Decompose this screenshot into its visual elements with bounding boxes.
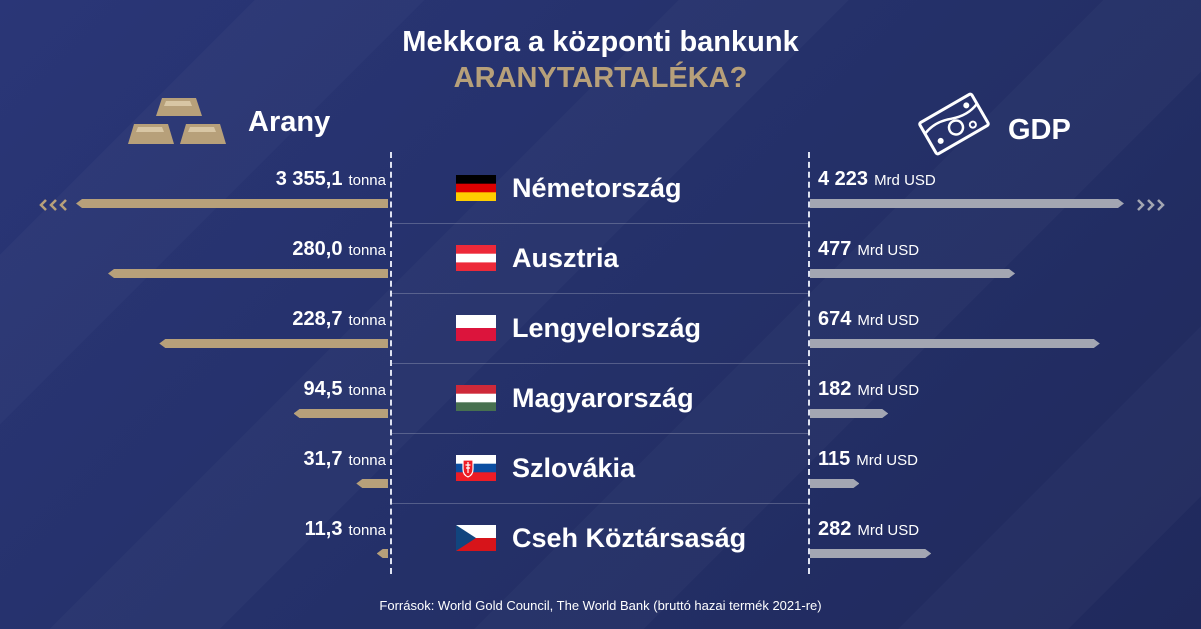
gdp-bar [810,409,888,418]
gdp-value-label: 674 Mrd USD [818,308,919,331]
gold-bar [108,269,388,278]
gold-unit: tonna [348,522,386,539]
gold-value: 94,5 [303,378,343,400]
poland-flag-icon [456,315,496,341]
gdp-unit: Mrd USD [857,242,920,259]
gdp-unit: Mrd USD [874,172,936,189]
country-name: Szlovákia [512,452,636,483]
gdp-value-label: 282 Mrd USD [818,518,919,541]
czech-flag-icon [456,525,496,551]
country-name: Németország [512,172,682,203]
left-divider [390,152,392,574]
gdp-value: 282 [818,518,852,540]
gold-bars-icon [128,98,226,144]
gold-value-label: 94,5 tonna [86,378,386,401]
gdp-bar [810,479,859,488]
right-header: GDP [1008,114,1071,146]
austria-flag-icon [456,245,496,271]
title-line-2: ARANYTARTALÉKA? [453,62,748,94]
gdp-value: 4 223 [818,168,869,190]
gdp-unit: Mrd USD [857,382,920,399]
gold-unit: tonna [348,312,386,329]
country-name: Magyarország [512,382,694,413]
gdp-bar [810,339,1100,348]
gdp-bar [810,199,1124,208]
overflow-arrows-right-icon [1137,199,1165,211]
country-name: Cseh Köztársaság [512,522,747,553]
gdp-value: 674 [818,308,852,330]
gold-unit: tonna [348,452,386,469]
country-label: Cseh Köztársaság [456,523,746,553]
left-header: Arany [248,106,331,138]
germany-flag-icon [456,175,496,202]
banknote-icon [918,92,990,156]
row-separator [392,433,808,434]
country-label: Szlovákia [456,453,635,483]
gold-bar [76,199,388,208]
gdp-unit: Mrd USD [857,312,920,329]
gold-unit: tonna [348,242,386,259]
source-note: Források: World Gold Council, The World … [379,598,822,613]
gold-bar [356,479,388,488]
country-name: Ausztria [512,242,619,273]
country-label: Ausztria [456,243,619,273]
gdp-unit: Mrd USD [857,522,920,539]
row-separator [392,503,808,504]
hungary-flag-icon [456,385,496,412]
slovakia-flag-icon [456,455,496,482]
overflow-arrows-left-icon [39,199,67,211]
gold-value: 3 355,1 [275,168,343,190]
gdp-value-label: 115 Mrd USD [818,448,918,471]
gold-value-label: 11,3 tonna [86,518,386,541]
row-separator [392,223,808,224]
gold-bar [293,409,388,418]
gdp-value-label: 4 223 Mrd USD [818,168,936,191]
country-label: Magyarország [456,383,694,413]
title-line-1: Mekkora a központi bankunk [402,26,799,58]
gold-bar [159,339,388,348]
gdp-value: 477 [818,238,852,260]
gold-value: 228,7 [292,308,343,330]
gold-value-label: 228,7 tonna [86,308,386,331]
gdp-value: 182 [818,378,852,400]
country-label: Lengyelország [456,313,701,343]
gdp-bar [810,269,1015,278]
country-label: Németország [456,173,682,203]
gold-value: 31,7 [303,448,343,470]
gold-unit: tonna [348,172,386,189]
gold-bar [376,549,388,558]
gdp-unit: Mrd USD [856,452,918,469]
gdp-value-label: 477 Mrd USD [818,238,919,261]
row-separator [392,363,808,364]
row-separator [392,293,808,294]
gdp-value: 115 [818,448,851,470]
gold-value: 280,0 [292,238,343,260]
country-name: Lengyelország [512,312,702,343]
gold-value-label: 3 355,1 tonna [86,168,386,191]
gdp-bar [810,549,931,558]
gold-value-label: 31,7 tonna [86,448,386,471]
gold-value: 11,3 [304,518,343,540]
gold-value-label: 280,0 tonna [86,238,386,261]
gdp-value-label: 182 Mrd USD [818,378,919,401]
right-divider [808,152,810,574]
gold-unit: tonna [348,382,386,399]
